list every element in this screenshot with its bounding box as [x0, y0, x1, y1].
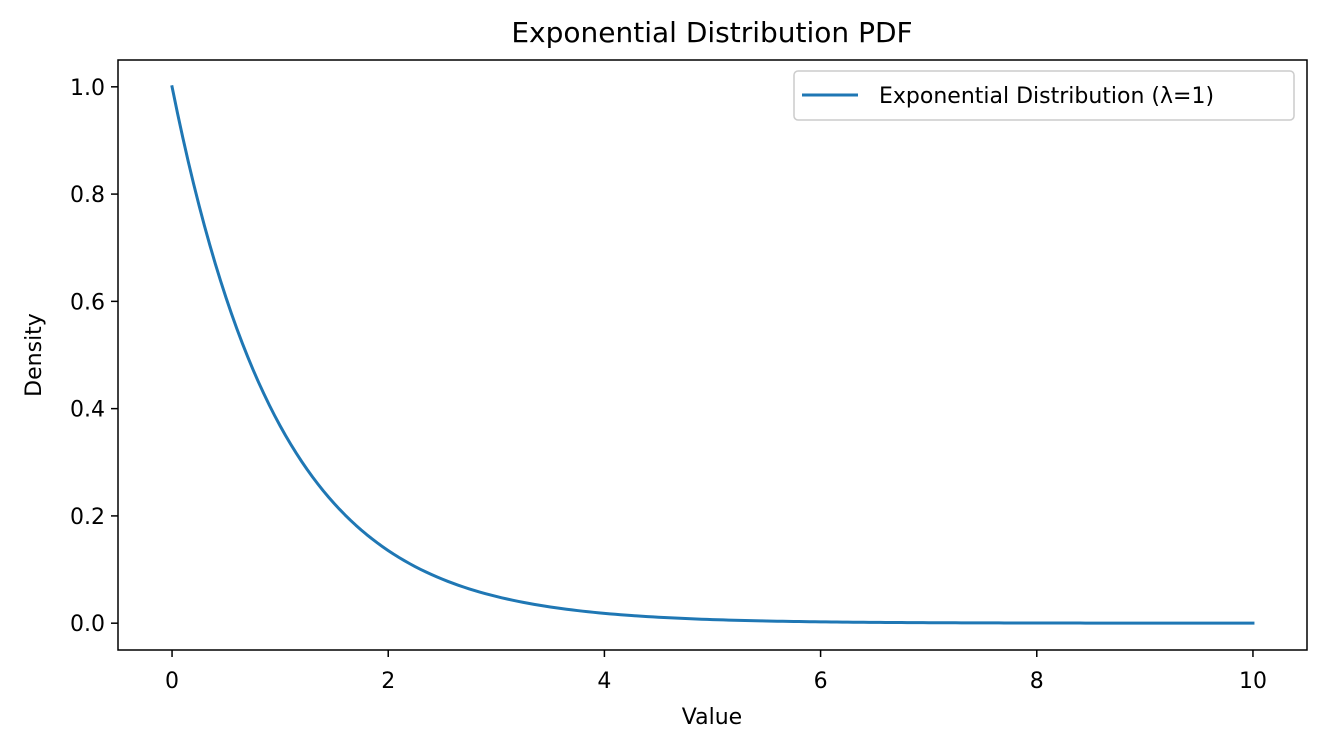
- x-tick-label: 6: [814, 669, 828, 694]
- x-tick-label: 2: [381, 669, 395, 694]
- x-axis-ticks: 0 2 4 6 8 10: [165, 650, 1267, 694]
- y-tick-label: 0.4: [70, 398, 105, 423]
- y-tick-label: 0.6: [70, 290, 105, 315]
- y-tick-label: 1.0: [70, 76, 105, 101]
- x-tick-label: 10: [1239, 669, 1267, 694]
- y-tick-label: 0.0: [70, 612, 105, 637]
- y-tick-label: 0.2: [70, 505, 105, 530]
- series-layer: [170, 85, 1255, 625]
- chart-title: Exponential Distribution PDF: [511, 16, 912, 49]
- x-tick-label: 4: [597, 669, 611, 694]
- x-tick-label: 8: [1030, 669, 1044, 694]
- y-axis-label: Density: [22, 313, 47, 397]
- plot-frame: [117, 59, 1308, 651]
- legend-box: [793, 70, 1295, 121]
- y-axis-ticks: 0.0 0.2 0.4 0.6 0.8 1.0: [70, 76, 118, 637]
- legend-label: Exponential Distribution (λ=1): [879, 84, 1214, 109]
- legend: Exponential Distribution (λ=1): [793, 70, 1295, 121]
- x-tick-label: 0: [165, 669, 179, 694]
- x-axis-label: Value: [682, 705, 742, 730]
- series-line: [170, 85, 1255, 625]
- y-tick-label: 0.8: [70, 183, 105, 208]
